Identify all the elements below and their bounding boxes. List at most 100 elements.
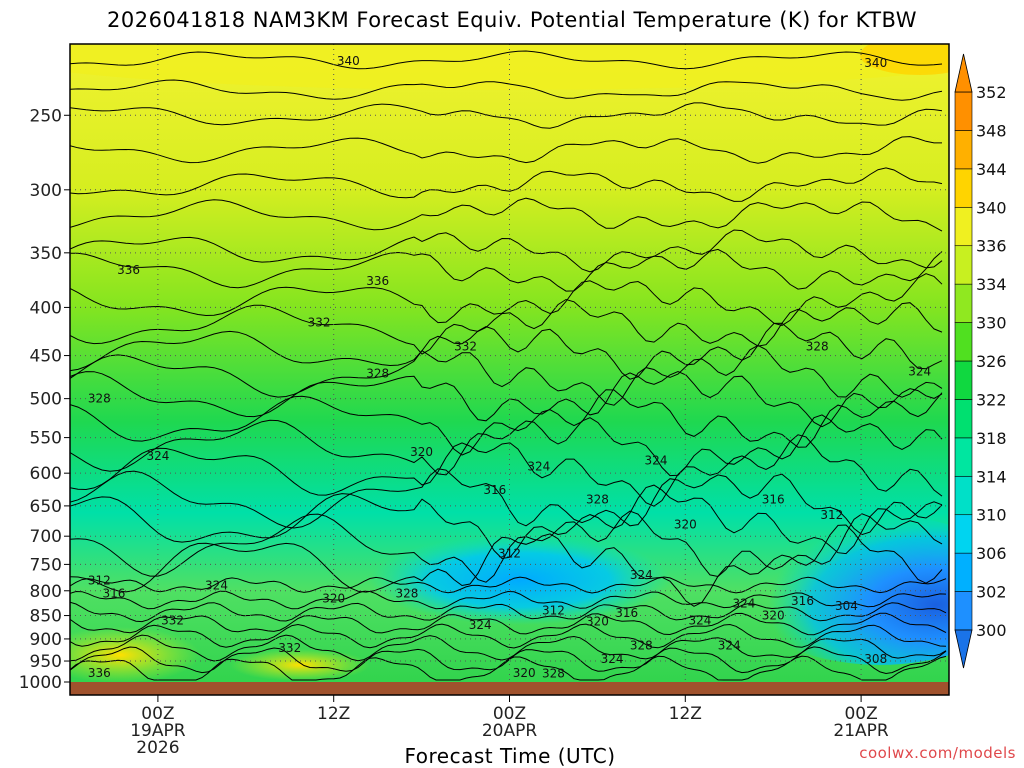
colorbar-top-arrow [954, 53, 973, 93]
east-cold-pool [740, 515, 949, 665]
contour-line [70, 434, 943, 507]
contour-label: 320 [674, 517, 697, 531]
colorbar-segment [954, 283, 973, 323]
colorbar-label: 352 [976, 83, 1007, 102]
contour-label: 340 [864, 56, 887, 70]
colorbar-segment [954, 245, 973, 285]
y-tick-label: 250 [30, 106, 62, 126]
chart-title: 2026041818 NAM3KM Forecast Equiv. Potent… [107, 8, 917, 32]
contour-line [70, 414, 943, 477]
contour-label: 324 [908, 365, 931, 379]
contour-label: 316 [762, 493, 785, 507]
contour-label: 332 [278, 641, 301, 655]
colorbar-segment [954, 591, 973, 631]
contour-line [70, 248, 943, 292]
colorbar-label: 310 [976, 506, 1007, 525]
contour-line [70, 102, 943, 129]
contour-line [70, 576, 947, 594]
contour-label: 324 [630, 568, 653, 582]
contour-line [70, 322, 943, 380]
contour-line [70, 167, 943, 202]
y-axis: 250 300 350 400 450 500 550 600 650 700 750 800 850 9… [19, 106, 70, 693]
y-tick-label: 850 [30, 607, 62, 627]
colorbar-segment [954, 360, 973, 400]
colorbar-label: 314 [976, 467, 1007, 486]
contour-label: 320 [410, 445, 433, 459]
contour-label: 340 [337, 54, 360, 68]
colorbar-label: 306 [976, 544, 1007, 563]
credit-link[interactable]: coolwx.com/models [859, 744, 1016, 762]
y-tick-label: 650 [30, 497, 62, 517]
contour-label: 304 [835, 599, 858, 613]
contour-line [70, 197, 943, 232]
contour-label: 328 [586, 493, 609, 507]
colorbar-segment [954, 91, 973, 131]
top-warm-maximum [860, 44, 949, 75]
y-tick-label: 1000 [19, 673, 62, 693]
colorbar: 300 302 306 310 314 318 322 326 330 334 336 340 344 3… [954, 53, 1007, 669]
contour-line [70, 590, 947, 610]
contour-line [70, 623, 947, 649]
contour-label: 312 [88, 573, 111, 587]
colorbar-segment [954, 437, 973, 477]
surface-warm-pocket [70, 627, 200, 683]
contour-label: 308 [864, 652, 887, 666]
contour-lines [70, 50, 947, 681]
contour-line [70, 344, 943, 406]
contour-label: 332 [308, 315, 331, 329]
contour-line [70, 612, 947, 636]
colorbar-label: 326 [976, 352, 1007, 371]
x-tick-label: 00Z [141, 704, 174, 724]
y-tick-label: 800 [30, 582, 62, 602]
contour-label: 312 [542, 604, 565, 618]
contour-line [70, 50, 943, 70]
contour-label: 316 [483, 483, 506, 497]
contour-label: 328 [542, 667, 565, 681]
colorbar-segment [954, 514, 973, 554]
y-tick-label: 700 [30, 527, 62, 547]
y-tick-label: 750 [30, 555, 62, 575]
x-tick-label: 12Z [317, 704, 350, 724]
contour-label: 324 [601, 652, 624, 666]
contour-label: 324 [732, 596, 755, 610]
x-tick-label: 12Z [669, 704, 702, 724]
contour-label: 324 [645, 454, 668, 468]
y-tick-label: 600 [30, 464, 62, 484]
colorbar-label: 318 [976, 429, 1007, 448]
contour-label: 328 [366, 366, 389, 380]
contour-label: 324 [527, 459, 550, 473]
contour-label: 324 [146, 449, 169, 463]
contour-label: 320 [586, 614, 609, 628]
contour-line [70, 229, 943, 273]
contour-line [70, 646, 947, 675]
y-tick-label: 450 [30, 347, 62, 367]
contour-label: 324 [688, 613, 711, 627]
colorbar-label: 340 [976, 198, 1007, 217]
contour-label: 324 [718, 639, 741, 653]
contour-line [70, 79, 943, 101]
contour-label: 316 [102, 586, 125, 600]
contour-line [70, 510, 943, 583]
x-tick-label: 21APR [833, 721, 889, 741]
y-tick-label: 300 [30, 181, 62, 201]
colorbar-label: 322 [976, 390, 1007, 409]
contour-label: 320 [322, 591, 345, 605]
contour-label: 332 [161, 613, 184, 627]
terrain-strip [70, 682, 949, 695]
colorbar-label: 334 [976, 275, 1007, 294]
contour-line [70, 136, 942, 164]
x-axis-label: Forecast Time (UTC) [404, 744, 616, 768]
x-tick-label: 2026 [136, 738, 179, 758]
contour-label: 328 [395, 586, 418, 600]
contour-line [70, 298, 943, 355]
y-tick-label: 550 [30, 429, 62, 449]
contour-label: 320 [513, 666, 536, 680]
contour-label: 336 [366, 274, 389, 288]
contour-label: 328 [88, 392, 111, 406]
contour-label: 324 [205, 579, 228, 593]
contour-line [70, 371, 943, 428]
colorbar-label: 330 [976, 314, 1007, 333]
surface-warm-pocket-2 [230, 649, 370, 681]
